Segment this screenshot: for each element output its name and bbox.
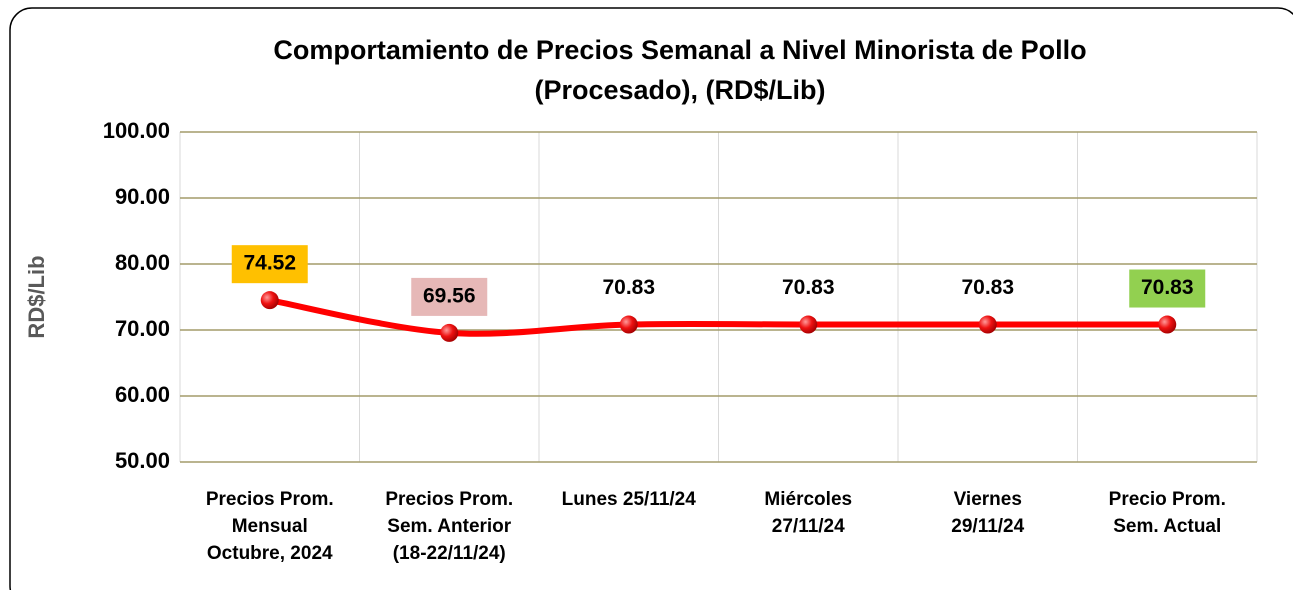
x-tick-label-line: Precios Prom. [385,489,513,510]
data-label: 70.83 [782,276,835,299]
x-tick-label-line: Sem. Anterior [387,516,511,537]
y-axis-label: RD$/Lib [24,255,49,338]
x-tick-label: Viernes 29/11/24 [951,489,1024,537]
x-tick-label-line: Sem. Actual [1113,516,1221,537]
chart-title: Comportamiento de Precios Semanal a Nive… [273,35,1086,65]
y-tick-label: 90.00 [115,184,170,209]
marker [440,323,459,342]
x-tick-label-line: Octubre, 2024 [207,543,333,564]
x-tick-label: Precios Prom. Sem. Anterior (18-22/11/24) [385,489,513,564]
x-tick-label-line: Viernes [954,489,1022,510]
x-tick-label-line: Mensual [232,516,308,537]
data-label: 70.83 [602,276,655,299]
x-tick-label-line: Precios Prom. [206,489,334,510]
x-tick-label: Miércoles 27/11/24 [764,489,852,537]
marker [260,291,279,310]
label-background [231,245,308,284]
x-tick-label-line: (18-22/11/24) [393,543,506,564]
label-background [411,277,488,316]
x-tick-label-line: Miércoles [764,489,852,510]
x-tick-label-line: 27/11/24 [772,516,845,537]
y-tick-label: 60.00 [115,382,170,407]
y-tick-label: 70.00 [115,316,170,341]
data-label: 70.83 [961,276,1014,299]
chart-title: (Procesado), (RD$/Lib) [534,75,825,105]
y-tick-label: 80.00 [115,250,170,275]
label-background [1129,269,1206,308]
data-label: 74.52 [243,252,296,275]
x-tick-label-line: 29/11/24 [951,516,1024,537]
data-label: 69.56 [423,284,476,307]
marker [978,315,997,334]
data-label: 70.83 [1141,276,1194,299]
marker [799,315,818,334]
x-tick-label: Precios Prom. Mensual Octubre, 2024 [206,489,334,564]
marker [1158,315,1177,334]
x-tick-label-line: Precio Prom. [1109,489,1226,510]
frame [9,7,1293,590]
y-tick-label: 100.00 [103,118,170,143]
x-tick-label: Precio Prom. Sem. Actual [1109,489,1226,537]
x-tick-label: Lunes 25/11/24 [562,489,697,510]
y-tick-label: 50.00 [115,448,170,473]
marker [619,315,638,334]
line [266,297,1171,337]
x-tick-label-line: Lunes 25/11/24 [562,489,697,510]
